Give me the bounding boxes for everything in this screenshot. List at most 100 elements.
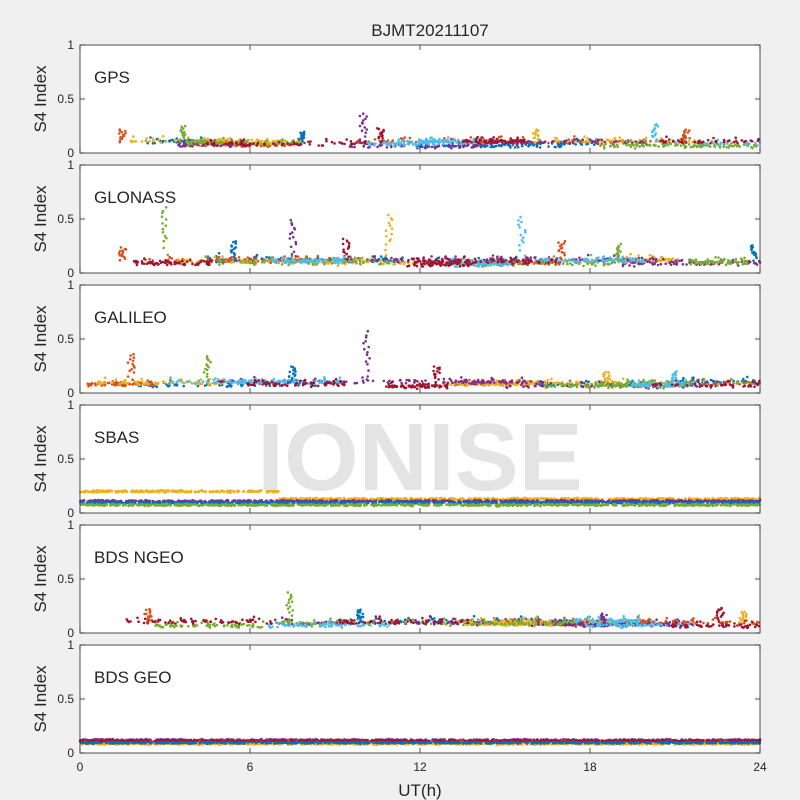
data-point bbox=[437, 256, 441, 260]
data-point bbox=[192, 142, 196, 146]
data-point bbox=[672, 260, 675, 264]
data-point bbox=[567, 138, 570, 141]
data-point bbox=[586, 384, 590, 388]
data-point bbox=[416, 147, 419, 150]
data-point bbox=[702, 378, 706, 382]
data-point bbox=[441, 259, 445, 263]
data-point bbox=[288, 237, 292, 240]
data-point bbox=[232, 240, 235, 244]
data-point bbox=[118, 253, 121, 257]
data-point bbox=[500, 255, 503, 259]
data-point bbox=[387, 221, 391, 225]
data-point bbox=[429, 140, 433, 144]
data-point bbox=[386, 139, 390, 142]
data-point bbox=[209, 360, 212, 364]
data-point bbox=[695, 385, 699, 388]
data-point bbox=[372, 260, 376, 264]
data-point bbox=[537, 134, 540, 138]
data-point bbox=[350, 142, 353, 146]
data-point bbox=[364, 131, 368, 134]
data-point bbox=[520, 383, 523, 387]
data-point bbox=[317, 144, 321, 147]
data-point bbox=[637, 379, 641, 382]
data-point bbox=[612, 142, 616, 146]
data-point bbox=[659, 139, 662, 143]
data-point bbox=[600, 380, 603, 383]
data-point bbox=[194, 263, 197, 267]
data-point bbox=[717, 256, 720, 259]
data-point bbox=[355, 381, 359, 385]
data-point bbox=[654, 132, 658, 135]
data-point bbox=[671, 381, 674, 384]
data-point bbox=[420, 265, 424, 268]
data-point bbox=[554, 145, 557, 149]
data-point bbox=[599, 144, 602, 147]
data-point bbox=[381, 136, 384, 140]
data-point bbox=[665, 135, 668, 138]
data-point bbox=[235, 143, 239, 146]
data-point bbox=[596, 261, 600, 264]
data-point bbox=[177, 261, 180, 265]
data-point bbox=[187, 138, 191, 142]
data-point bbox=[292, 235, 295, 239]
data-point bbox=[132, 371, 136, 374]
data-point bbox=[140, 140, 144, 143]
data-point bbox=[489, 257, 492, 260]
data-point bbox=[516, 380, 520, 384]
data-point bbox=[345, 252, 349, 256]
data-point bbox=[422, 256, 426, 259]
data-point bbox=[681, 383, 684, 387]
data-point bbox=[187, 136, 190, 139]
data-point bbox=[363, 142, 367, 145]
data-point bbox=[427, 145, 431, 148]
data-point bbox=[516, 136, 519, 139]
data-point bbox=[735, 381, 738, 385]
data-point bbox=[385, 146, 389, 149]
data-point bbox=[205, 372, 209, 376]
data-point bbox=[496, 258, 500, 262]
data-point bbox=[156, 381, 159, 385]
data-point bbox=[393, 258, 397, 261]
data-point bbox=[151, 137, 155, 141]
data-point bbox=[681, 263, 685, 266]
data-point bbox=[674, 141, 678, 145]
data-point bbox=[400, 139, 404, 143]
data-point bbox=[557, 139, 561, 143]
data-point bbox=[432, 365, 436, 368]
data-point bbox=[528, 143, 532, 147]
data-point bbox=[466, 143, 470, 146]
data-point bbox=[668, 141, 672, 145]
data-point bbox=[309, 140, 312, 143]
data-point bbox=[745, 143, 749, 147]
data-point bbox=[237, 255, 241, 259]
data-point bbox=[628, 264, 631, 267]
data-point bbox=[162, 246, 165, 250]
data-point bbox=[424, 379, 427, 382]
data-point bbox=[722, 138, 726, 142]
data-point bbox=[433, 145, 436, 149]
data-point bbox=[538, 146, 542, 149]
data-point bbox=[684, 378, 688, 382]
data-point bbox=[603, 377, 607, 381]
data-point bbox=[442, 377, 446, 381]
data-point bbox=[648, 143, 651, 147]
data-point bbox=[640, 140, 643, 143]
data-point bbox=[696, 380, 700, 383]
data-point bbox=[316, 384, 320, 388]
data-point bbox=[521, 236, 525, 239]
data-point bbox=[547, 145, 550, 148]
data-point bbox=[663, 382, 667, 385]
data-point bbox=[427, 382, 430, 386]
data-point bbox=[668, 138, 671, 141]
data-point bbox=[286, 384, 289, 388]
data-point bbox=[520, 142, 524, 146]
data-point bbox=[352, 142, 355, 146]
data-point bbox=[384, 253, 388, 257]
data-point bbox=[218, 261, 221, 264]
data-point bbox=[302, 257, 305, 261]
data-point bbox=[243, 141, 247, 144]
data-point bbox=[480, 136, 484, 139]
data-point bbox=[132, 135, 135, 138]
data-point bbox=[553, 385, 557, 388]
data-point bbox=[161, 231, 165, 234]
